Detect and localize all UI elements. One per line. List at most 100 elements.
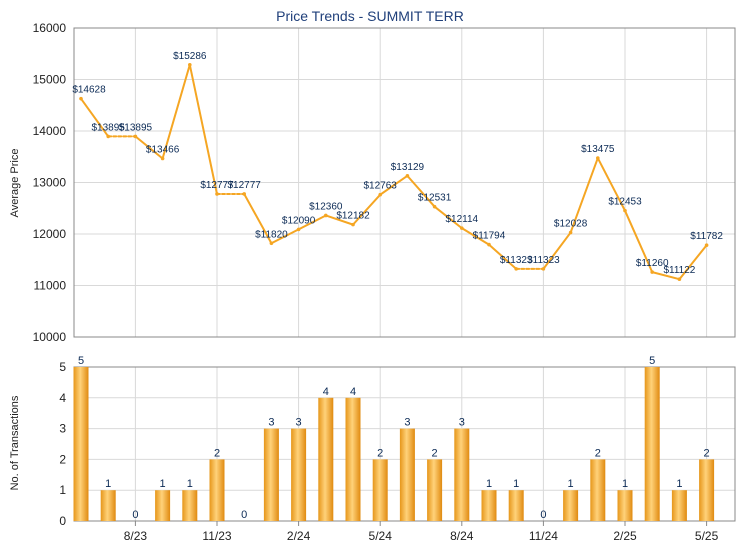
transactions-count-label: 4: [323, 386, 329, 398]
transactions-count-label: 2: [214, 447, 220, 459]
price-line-segment: [542, 231, 572, 270]
price-point: [188, 62, 192, 67]
transactions-bar: [318, 397, 334, 521]
price-point: [351, 222, 355, 227]
price-point: [487, 242, 491, 247]
price-point: [160, 156, 165, 161]
transactions-tick-label: 5: [59, 360, 66, 374]
price-data-label: $11323: [500, 255, 533, 266]
price-frame: [73, 27, 736, 338]
price-data-label: $12531: [418, 193, 452, 204]
transactions-tick-label: 1: [59, 483, 66, 497]
price-tick-label: 12000: [33, 227, 67, 241]
transactions-bar: [427, 459, 443, 521]
transactions-count-label: 3: [296, 417, 302, 429]
transactions-bar: [100, 490, 116, 521]
price-line-segment: [678, 244, 708, 281]
price-line-segment: [651, 271, 681, 281]
transactions-count-label: 1: [187, 478, 193, 490]
transactions-bar: [155, 490, 171, 521]
price-line-segment: [243, 192, 273, 245]
price-point: [133, 134, 138, 139]
price-data-label: $12028: [554, 219, 588, 230]
price-data-label: $13475: [581, 144, 615, 155]
price-line-segment: [433, 205, 463, 230]
price-point: [514, 267, 518, 271]
price-line-segment: [324, 214, 354, 226]
transactions-count-label: 1: [676, 478, 682, 490]
price-data-label: $11820: [255, 229, 288, 240]
transactions-tick-label: 3: [59, 422, 66, 436]
price-point: [378, 192, 383, 197]
price-line-segment: [596, 157, 626, 212]
transactions-count-label: 0: [241, 509, 247, 521]
transactions-bar: [182, 490, 198, 521]
transactions-bar: [291, 428, 307, 521]
price-data-label: $15286: [173, 51, 207, 62]
price-line-segment: [134, 135, 164, 160]
price-data-label: $11260: [636, 258, 669, 269]
transactions-count-label: 2: [595, 447, 601, 459]
transactions-bar: [671, 490, 687, 521]
transactions-count-label: 5: [649, 355, 655, 367]
transactions-count-label: 3: [459, 417, 465, 429]
price-data-label: $12182: [336, 211, 370, 222]
transactions-count-label: 1: [160, 478, 166, 490]
price-line-segment: [270, 228, 300, 245]
price-point: [296, 227, 301, 232]
price-line-segment: [569, 157, 599, 234]
price-data-label: $11122: [663, 265, 695, 276]
price-point: [324, 213, 328, 218]
x-tick-label: 11/23: [202, 529, 231, 543]
price-point: [541, 267, 546, 271]
transactions-count-label: 1: [486, 478, 492, 490]
transactions-count-label: 5: [78, 355, 84, 367]
price-data-label: $11782: [690, 231, 723, 242]
x-tick-label: 8/24: [450, 529, 474, 543]
price-tick-label: 10000: [33, 330, 67, 344]
price-data-label: $12453: [608, 197, 642, 208]
price-point: [677, 277, 682, 282]
transactions-tick-label: 4: [59, 391, 66, 405]
price-panel: 10000 11000 12000 13000 14000 15000 16000 $1462…: [33, 21, 736, 344]
transactions-bar: [563, 490, 579, 521]
price-data-label: $12360: [309, 201, 343, 212]
price-tick-label: 13000: [33, 176, 67, 190]
transactions-count-label: 3: [404, 417, 410, 429]
price-data-label: $13895: [119, 122, 153, 133]
price-point: [568, 230, 573, 235]
price-point: [242, 192, 246, 196]
price-line-segment: [460, 227, 490, 246]
price-tick-label: 15000: [33, 73, 67, 87]
price-point: [79, 96, 83, 101]
price-data-label: $12090: [282, 215, 316, 226]
transactions-count-label: 1: [105, 478, 111, 490]
price-line-segment: [161, 63, 191, 160]
transactions-bar: [372, 459, 388, 521]
transactions-tick-label: 0: [59, 514, 66, 528]
price-tick-label: 16000: [33, 21, 67, 35]
price-point: [596, 156, 600, 160]
price-point: [215, 192, 219, 196]
price-line-segment: [297, 214, 327, 231]
chart-title: Price Trends - SUMMIT TERR: [276, 8, 464, 24]
price-point: [460, 226, 464, 230]
price-data-label: $11323: [527, 255, 560, 266]
price-tick-label: 11000: [34, 279, 67, 293]
transactions-count-label: 1: [513, 478, 519, 490]
price-line-segment: [488, 243, 518, 270]
price-data-label: $12114: [445, 214, 478, 225]
price-tick-label: 14000: [33, 124, 67, 138]
transactions-bar: [481, 490, 497, 521]
x-tick-label: 8/23: [124, 529, 148, 543]
transactions-count-label: 2: [377, 447, 383, 459]
price-point: [405, 174, 410, 178]
transactions-count-label: 3: [268, 417, 274, 429]
x-tick-label: 5/25: [695, 529, 719, 543]
price-data-label: $12763: [364, 181, 398, 192]
transactions-count-label: 0: [540, 509, 546, 521]
price-point: [269, 241, 274, 246]
price-data-label: $13466: [146, 145, 180, 156]
